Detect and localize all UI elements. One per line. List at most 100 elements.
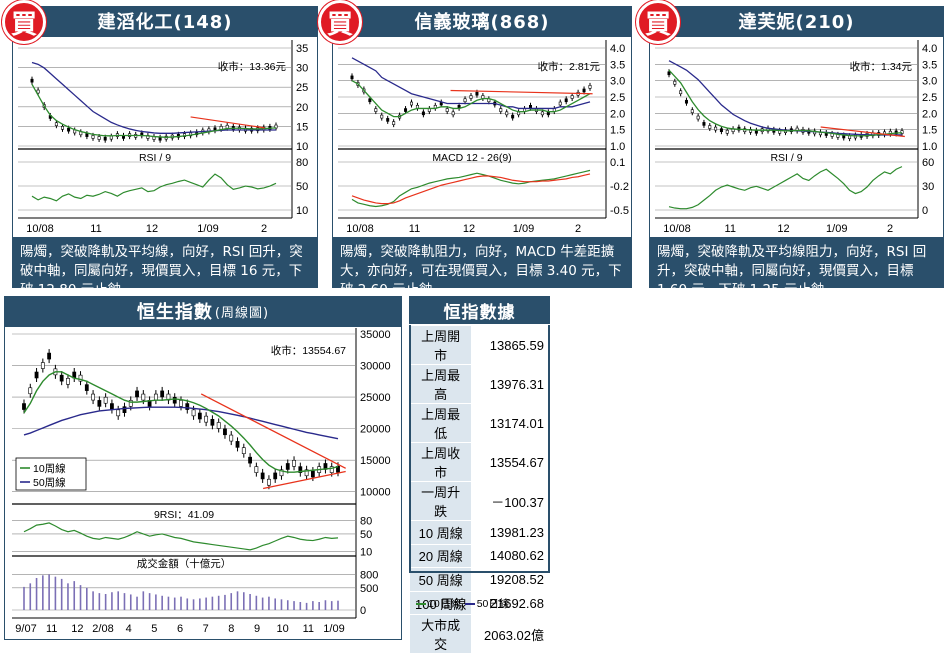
price-candle — [122, 406, 127, 413]
indicator-tick-label: -0.5 — [610, 205, 629, 217]
hsi-rsi-label: 9RSI：41.09 — [154, 509, 214, 521]
price-candle — [451, 111, 455, 116]
indicator-tick-label: 30 — [922, 181, 934, 193]
chart-frame — [649, 36, 944, 238]
x-tick-label: 2 — [887, 223, 893, 235]
price-candle — [588, 85, 592, 89]
stock-desc-3: 陽燭，突破降軌及平均線阻力，向好，RSI 回升，突破中軸，同屬向好，現價買入，目… — [649, 238, 944, 298]
stock-chart-3: 4.0 3.5 3.0 2.5 2.0 1.5 1.0 60 30 0 10/08 11 12 1/09 2… — [649, 36, 944, 238]
x-tick-label: 1/09 — [513, 223, 534, 235]
close-label: 收市：2.81元 — [538, 60, 601, 73]
y-tick-label: 20 — [296, 102, 308, 114]
price-candle — [725, 129, 729, 134]
indicator-line — [351, 169, 591, 208]
stats-value: 13174.01 — [471, 403, 550, 443]
price-candle — [172, 396, 177, 404]
y-tick-label: 30000 — [360, 361, 391, 373]
stock-panel-1: 建滔化工(148) 35 30 25 20 15 10 80 50 10 10/08 11 12 1/0… — [12, 6, 318, 298]
price-candle — [223, 428, 227, 436]
hsi-panel: 恒生指數 (周線圖) 35000 30000 25000 20000 15000 1000… — [4, 296, 402, 640]
bottom-legend: 10日線 50日線 — [416, 596, 509, 611]
price-candle — [59, 374, 64, 382]
price-candle — [511, 114, 515, 119]
price-candle — [241, 447, 246, 454]
hsi-volume-label: 成交金額（十億元） — [137, 557, 232, 570]
indicator-line — [668, 166, 903, 210]
stats-key: 上周最高 — [408, 364, 473, 404]
legend-ma10-swatch — [416, 602, 426, 605]
price-candle — [229, 434, 234, 442]
stats-row: 一周升跌 －100.37 — [408, 481, 550, 521]
price-candle — [564, 98, 568, 103]
y-tick-label: 2.5 — [610, 92, 625, 104]
stats-key: 大市成交 — [408, 614, 473, 654]
indicator-label: MACD 12 - 26(9) — [432, 152, 511, 164]
x-tick-label: 11 — [90, 223, 101, 235]
stats-value: 13865.59 — [471, 325, 550, 365]
buy-badge-1: 買 — [2, 0, 46, 44]
x-tick-label: 1/09 — [197, 223, 218, 235]
price-candle — [499, 108, 503, 112]
price-candle — [84, 384, 89, 391]
stats-row: 20 周線 14080.62 — [408, 543, 550, 569]
legend-ma50-label: 50日線 — [476, 598, 510, 610]
price-candle — [36, 89, 40, 94]
buy-badge-3: 買 — [636, 0, 680, 44]
stock-title-2: 信義玻璃(868) — [332, 6, 632, 36]
x-tick-label: 11 — [725, 223, 736, 235]
x-tick-label: 4 — [126, 623, 132, 635]
legend-ma50-label: 50周線 — [33, 476, 66, 489]
price-candle — [22, 403, 26, 410]
price-candle — [267, 478, 271, 486]
stats-key: 上周最低 — [408, 403, 473, 443]
y-tick-label: 25000 — [360, 392, 391, 404]
stats-value: 13981.23 — [471, 520, 550, 545]
price-candle — [97, 136, 101, 140]
price-candle — [28, 387, 33, 395]
y-tick-label: 30 — [296, 63, 308, 75]
price-candle — [329, 466, 334, 473]
price-candle — [684, 99, 688, 104]
price-candle — [85, 133, 89, 137]
trend-line — [190, 116, 265, 129]
x-tick-label: 2 — [261, 223, 267, 235]
indicator-tick-label: 10 — [296, 205, 308, 217]
price-candle — [40, 362, 45, 369]
hsi-frame — [4, 326, 402, 640]
stock-title-1: 建滔化工(148) — [12, 6, 318, 36]
stats-row: 上周最高 13976.31 — [408, 364, 550, 404]
x-tick-label: 7 — [203, 623, 209, 635]
volume-tick-label: 0 — [360, 605, 366, 617]
y-tick-label: 20000 — [360, 424, 391, 436]
indicator-tick-label: 0.1 — [610, 157, 625, 169]
hsi-subtitle: (周線圖) — [214, 305, 270, 321]
y-tick-label: 4.0 — [922, 43, 937, 55]
price-candle — [116, 409, 121, 417]
stats-row: 上周收市 13554.67 — [408, 442, 550, 482]
stock-panel-3: 達芙妮(210) 4.0 3.5 3.0 2.5 2.0 1.5 1.0 60 30 0 10/08… — [649, 6, 944, 298]
stats-key: 50 周線 — [408, 567, 473, 592]
x-tick-label: 1/09 — [826, 223, 847, 235]
price-candle — [558, 101, 562, 106]
ma-fast-line — [668, 69, 903, 137]
x-tick-label: 10/08 — [663, 223, 691, 235]
stock-chart-2: 4.0 3.5 3.0 2.5 2.0 1.5 1.0 0.1 -0.2 -0.5 10/08 11 1… — [332, 36, 632, 238]
price-candle — [714, 126, 718, 131]
legend-ma10-label: 10周線 — [33, 462, 66, 475]
indicator-label: RSI / 9 — [139, 152, 171, 164]
price-candle — [368, 98, 372, 103]
stats-row: 上周最低 13174.01 — [408, 403, 550, 443]
y-tick-label: 35 — [296, 43, 308, 55]
stock-desc-2: 陽燭，突破降軌阻力，向好，MACD 牛差距擴大，亦向好，可在現價買入，目標 3.… — [332, 238, 632, 298]
price-candle — [279, 469, 284, 477]
volume-tick-label: 800 — [360, 569, 378, 581]
price-candle — [141, 393, 146, 401]
indicator-line — [31, 173, 277, 202]
price-candle — [273, 472, 278, 480]
price-candle — [66, 378, 70, 385]
x-tick-label: 10 — [277, 623, 289, 635]
y-tick-label: 25 — [296, 82, 308, 94]
y-tick-label: 2.5 — [922, 92, 937, 104]
y-tick-label: 15000 — [360, 455, 391, 467]
price-candle — [667, 71, 671, 76]
